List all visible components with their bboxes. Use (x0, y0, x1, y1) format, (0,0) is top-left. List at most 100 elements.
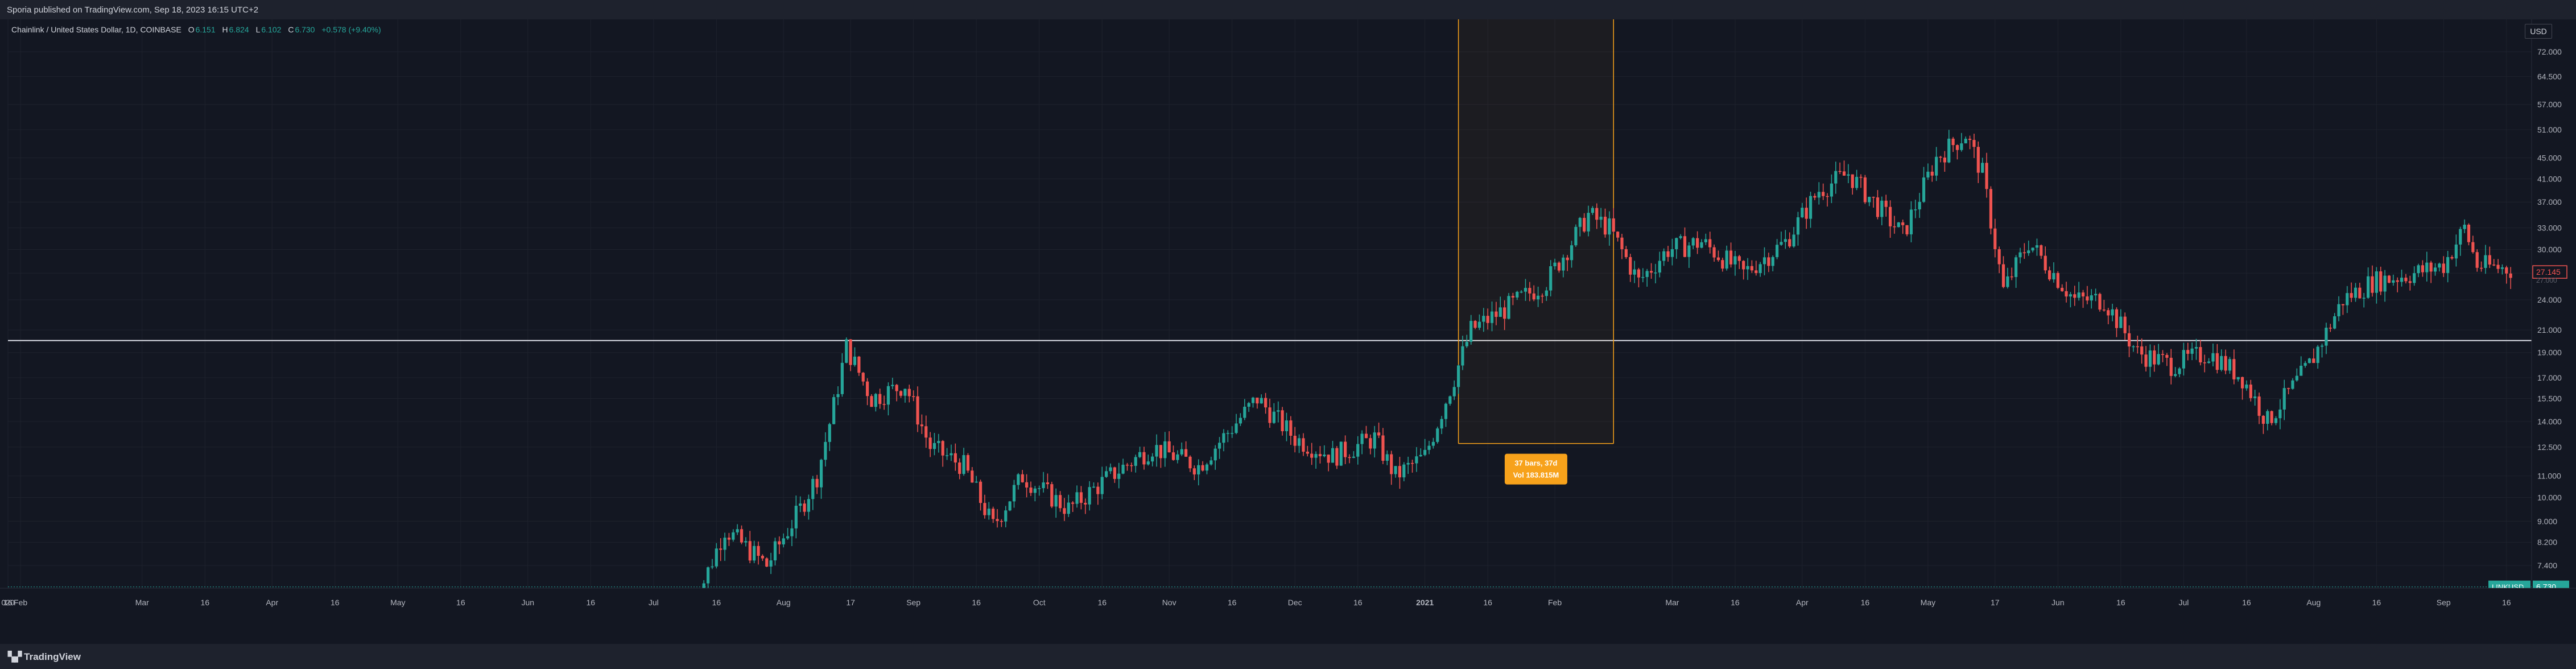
candle-body (979, 481, 982, 503)
candle-body (1767, 257, 1770, 266)
candle-body (1939, 156, 1942, 158)
close-label: C (288, 25, 294, 34)
candle-body (895, 385, 898, 391)
candle-body (1863, 177, 1867, 203)
candle-body (907, 389, 911, 397)
candle-body (1427, 445, 1431, 450)
candle-body (2140, 346, 2144, 355)
candle-body (1235, 423, 1238, 433)
candle-body (2094, 294, 2098, 296)
low-label: L (255, 25, 261, 34)
price-tick-label: 72.000 (2537, 47, 2562, 56)
time-tick-label: 16 (1228, 598, 1237, 607)
candle-body (916, 396, 919, 425)
candle-body (2329, 328, 2332, 329)
candle-body (1574, 226, 1578, 246)
change-value: +0.578 (+9.40%) (321, 25, 381, 34)
candle-body (1553, 262, 1557, 266)
candle-body (1495, 311, 1498, 317)
candle-body (1180, 449, 1183, 455)
candle-body (1498, 307, 1502, 317)
candle-body (1042, 482, 1045, 489)
candle-body (1339, 441, 1343, 466)
candle-body (1486, 316, 1489, 323)
price-tick-label: 57.000 (2537, 100, 2562, 109)
candle-body (1314, 454, 1318, 458)
candle-body (1809, 196, 1813, 219)
candle-body (1058, 495, 1062, 509)
price-tick-label: 30.000 (2537, 245, 2562, 254)
candle-body (1151, 456, 1154, 462)
tradingview-logo-text: TradingView (24, 651, 81, 662)
candle-body (2127, 333, 2131, 346)
candle-body (1960, 143, 1963, 150)
candle-body (2505, 267, 2508, 274)
candle-body (2463, 224, 2466, 229)
candle-body (1373, 432, 1376, 449)
high-value: 6.824 (229, 25, 249, 34)
candlestick-chart[interactable]: 20.036 37 bars, 37d Vol 183.815M 72.000 64… (0, 19, 2576, 644)
candle-body (2261, 415, 2265, 424)
price-tick-label: 8.200 (2537, 538, 2557, 547)
candle-body (1683, 236, 1687, 257)
candle-body (1788, 239, 1791, 247)
candle-body (1935, 156, 1938, 176)
currency-button[interactable]: USD (2525, 24, 2552, 39)
candle-body (799, 503, 802, 506)
horizontal-line-group: 20.036 (8, 334, 2567, 347)
tradingview-logo[interactable]: ▚▞ TradingView (8, 651, 81, 663)
price-tick-label: 9.000 (2537, 517, 2557, 526)
candle-body (1461, 346, 1464, 366)
price-tick-label: 11.000 (2537, 472, 2561, 481)
candle-body (1469, 321, 1473, 342)
chart-area[interactable]: 20.036 37 bars, 37d Vol 183.815M 72.000 64… (0, 19, 2576, 644)
candle-body (1926, 171, 1930, 177)
candle-body (2467, 224, 2471, 242)
open-label: O (188, 25, 195, 34)
candle-body (983, 503, 986, 515)
candle-body (2367, 276, 2370, 298)
red-price-box (2532, 265, 2567, 279)
price-tick-label: 45.000 (2537, 154, 2562, 163)
price-tick-label: 10.000 (2537, 493, 2562, 502)
candle-body (1264, 398, 1268, 408)
candle-body (2119, 316, 2123, 328)
candle-body (1390, 454, 1393, 474)
candle-body (1595, 208, 1599, 220)
candle-body (1155, 445, 1158, 457)
time-tick-label: 16 (712, 598, 721, 607)
candle-body (1993, 228, 1997, 249)
time-tick-label: Jun (2051, 598, 2065, 607)
candle-body (1520, 291, 1523, 293)
measure-tool: 37 bars, 37d Vol 183.815M (1458, 19, 1614, 485)
candle-body (2300, 365, 2303, 376)
candle-body (1880, 200, 1884, 217)
candle-body (711, 566, 714, 568)
candle-body (2362, 298, 2366, 299)
time-tick-label: Apr (266, 598, 278, 607)
candle-body (2358, 287, 2362, 299)
time-tick-label: 16 (2502, 598, 2511, 607)
candle-body (1792, 234, 1795, 247)
candle-body (1909, 209, 1913, 234)
price-tick-label: 19.000 (2537, 348, 2562, 357)
candle-body (1452, 387, 1456, 397)
candle-body (2215, 353, 2219, 370)
candle-body (2018, 252, 2022, 258)
candle-body (1901, 222, 1905, 225)
candle-body (2325, 328, 2328, 346)
candle-body (2316, 346, 2319, 364)
candle-body (2073, 294, 2077, 298)
candle-body (1955, 145, 1959, 150)
candle-body (761, 556, 764, 559)
candle-body (1465, 341, 1468, 346)
candle-body (1348, 457, 1351, 459)
symbol-name: Chainlink / United States Dollar, 1D, CO… (11, 25, 181, 34)
candle-body (1415, 456, 1418, 464)
candle-body (753, 546, 756, 561)
candle-body (1251, 397, 1255, 403)
publish-header: Sporia published on TradingView.com, Sep… (0, 0, 2576, 19)
candle-body (1171, 452, 1175, 460)
candle-body (2459, 229, 2462, 245)
candle-body (1231, 433, 1234, 434)
